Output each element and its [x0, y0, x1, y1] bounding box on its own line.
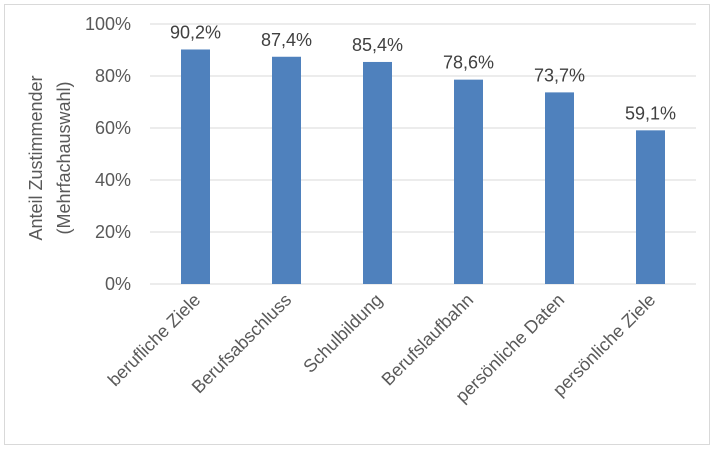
x-tick-label: Berufslaufbahn — [378, 290, 478, 390]
data-labels: 90,2% 87,4% 85,4% 78,6% 73,7% 59,1% — [170, 22, 676, 123]
y-tick-label: 0% — [105, 274, 131, 294]
y-tick-label: 40% — [95, 170, 131, 190]
bar — [545, 92, 574, 284]
x-tick-label: berufliche Ziele — [104, 290, 204, 390]
chart-frame — [4, 4, 710, 445]
data-label: 85,4% — [352, 35, 403, 55]
x-tick-label: Schulbildung — [299, 290, 386, 377]
bar — [363, 61, 392, 285]
data-label: 78,6% — [443, 53, 494, 73]
bars — [181, 49, 665, 285]
x-tick-label: Berufsabschluss — [188, 290, 296, 398]
y-tick-label: 100% — [85, 14, 131, 34]
data-label: 73,7% — [534, 65, 585, 85]
bar — [636, 130, 665, 284]
data-label: 87,4% — [261, 30, 312, 50]
data-label: 90,2% — [170, 22, 221, 42]
y-tick-label: 60% — [95, 118, 131, 138]
y-tick-labels: 0% 20% 40% 60% 80% 100% — [85, 14, 131, 294]
data-label: 59,1% — [625, 103, 676, 123]
gridlines — [150, 23, 696, 285]
bar — [181, 49, 210, 285]
bar — [454, 79, 483, 284]
y-axis-label-line1: Anteil Zustimmender — [26, 75, 46, 240]
y-axis-label-line2: (Mehrfachauswahl) — [54, 81, 74, 234]
bar — [272, 56, 301, 285]
y-tick-label: 80% — [95, 66, 131, 86]
y-tick-label: 20% — [95, 222, 131, 242]
